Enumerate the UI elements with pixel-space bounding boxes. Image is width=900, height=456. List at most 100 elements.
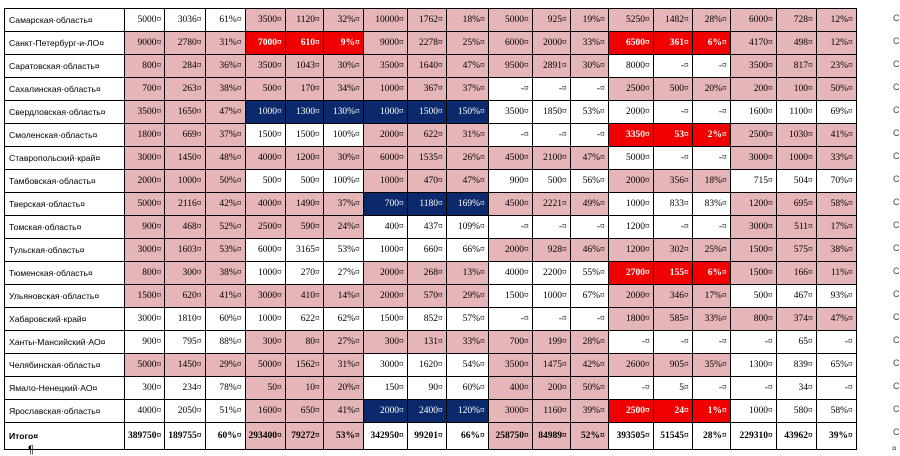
value-cell: 88%¤ (204, 330, 246, 354)
value-cell: 50¤ (244, 376, 286, 400)
table-row: Саратовская·область¤ 800¤ 284¤ 36%¤ 3500¤ 104… (4, 54, 857, 78)
total-row: Итого¤ 389750¤ 189755¤ 60%¤ 293400¤ 79272¤ 53%… (4, 422, 857, 450)
value-cell: 1030¤ (775, 123, 817, 147)
region-name-cell: Тамбовская·область¤ (4, 169, 125, 193)
value-cell: 51545¤ (652, 422, 693, 450)
value-cell: 1500¤ (487, 284, 533, 308)
value-cell: 1535¤ (406, 146, 447, 170)
value-cell: 6000¤ (362, 146, 408, 170)
value-cell: 51%¤ (204, 399, 246, 423)
value-cell: 33%¤ (691, 307, 731, 331)
value-cell: 99201¤ (406, 422, 447, 450)
value-cell: 5000¤ (607, 146, 654, 170)
value-cell: 905¤ (652, 353, 693, 377)
value-cell: 5¤ (652, 376, 693, 400)
value-cell: -¤ (691, 100, 731, 124)
row-end-mark: C (893, 35, 900, 46)
row-end-mark: C (893, 150, 900, 161)
value-cell: 3000¤ (487, 399, 533, 423)
region-name-cell: Сахалинская·область¤ (4, 77, 125, 101)
table-row: Тульская·область¤ 3000¤ 1603¤ 53%¤ 6000¤ 3165… (4, 238, 857, 262)
value-cell: 2600¤ (607, 353, 654, 377)
row-end-mark: C (893, 380, 900, 391)
value-cell: 38%¤ (815, 238, 857, 262)
value-cell: -¤ (487, 123, 533, 147)
value-cell: 575¤ (775, 238, 817, 262)
value-cell: 52%¤ (204, 215, 246, 239)
value-cell: 839¤ (775, 353, 817, 377)
value-cell: 1200¤ (607, 215, 654, 239)
value-cell: -¤ (607, 330, 654, 354)
value-cell: 150¤ (362, 376, 408, 400)
value-cell: 258750¤ (487, 422, 533, 450)
value-cell: 65%¤ (815, 353, 857, 377)
value-cell: 300¤ (123, 376, 166, 400)
value-cell: 1000¤ (362, 169, 408, 193)
table-row: Ханты-Мансийский·АО¤ 900¤ 795¤ 88%¤ 300¤ 80¤ 2… (4, 330, 857, 354)
value-cell: 270¤ (284, 261, 324, 285)
value-cell: 28%¤ (691, 8, 731, 32)
total-label: Итого¤ (4, 422, 125, 450)
value-cell: 3500¤ (244, 8, 286, 32)
value-cell: 498¤ (775, 31, 817, 55)
value-cell: 925¤ (531, 8, 571, 32)
row-end-mark: C (893, 196, 900, 207)
value-cell: 50%¤ (815, 77, 857, 101)
value-cell: 700¤ (487, 330, 533, 354)
value-cell: 511¤ (775, 215, 817, 239)
value-cell: 61%¤ (204, 8, 246, 32)
value-cell: 4000¤ (244, 192, 286, 216)
value-cell: 200¤ (531, 376, 571, 400)
value-cell: 53%¤ (569, 100, 609, 124)
value-cell: 1603¤ (164, 238, 206, 262)
value-cell: 2500¤ (607, 399, 654, 423)
value-cell: 37%¤ (445, 77, 489, 101)
value-cell: 2116¤ (164, 192, 206, 216)
table-row: Самарская·область¤ 5000¤ 3036¤ 61%¤ 3500¤ 112… (4, 8, 857, 32)
value-cell: 700¤ (123, 77, 166, 101)
row-end-mark: C (893, 403, 900, 414)
table-row: Челябинская·область¤ 5000¤ 1450¤ 29%¤ 5000¤ 1… (4, 353, 857, 377)
value-cell: -¤ (652, 54, 693, 78)
value-cell: 38%¤ (204, 77, 246, 101)
value-cell: 4170¤ (729, 31, 777, 55)
value-cell: 4500¤ (487, 146, 533, 170)
value-cell: 199¤ (531, 330, 571, 354)
value-cell: 2278¤ (406, 31, 447, 55)
value-cell: 284¤ (164, 54, 206, 78)
value-cell: -¤ (607, 376, 654, 400)
value-cell: 1000¤ (362, 100, 408, 124)
value-cell: 30%¤ (569, 54, 609, 78)
value-cell: 3350¤ (607, 123, 654, 147)
value-cell: 342950¤ (362, 422, 408, 450)
value-cell: 3165¤ (284, 238, 324, 262)
value-cell: 9000¤ (123, 31, 166, 55)
value-cell: 17%¤ (691, 284, 731, 308)
value-cell: 1500¤ (729, 261, 777, 285)
value-cell: 53%¤ (322, 422, 364, 450)
value-cell: 234¤ (164, 376, 206, 400)
value-cell: 660¤ (406, 238, 447, 262)
value-cell: 70%¤ (815, 169, 857, 193)
value-cell: 229310¤ (729, 422, 777, 450)
value-cell: 2400¤ (406, 399, 447, 423)
value-cell: 1475¤ (531, 353, 571, 377)
value-cell: 58%¤ (815, 192, 857, 216)
value-cell: 60%¤ (204, 307, 246, 331)
value-cell: 1800¤ (123, 123, 166, 147)
value-cell: 1500¤ (123, 284, 166, 308)
value-cell: -¤ (652, 146, 693, 170)
value-cell: 1450¤ (164, 146, 206, 170)
value-cell: 170¤ (284, 77, 324, 101)
value-cell: 6%¤ (691, 31, 731, 55)
value-cell: 3000¤ (729, 146, 777, 170)
value-cell: 1650¤ (164, 100, 206, 124)
table-row: Томская·область¤ 900¤ 468¤ 52%¤ 2500¤ 590¤ 24%… (4, 215, 857, 239)
value-cell: 5000¤ (123, 353, 166, 377)
value-cell: 47%¤ (445, 54, 489, 78)
value-cell: 189755¤ (164, 422, 206, 450)
value-cell: 650¤ (284, 399, 324, 423)
value-cell: 2780¤ (164, 31, 206, 55)
value-cell: 29%¤ (204, 353, 246, 377)
row-end-mark: C (893, 12, 900, 23)
